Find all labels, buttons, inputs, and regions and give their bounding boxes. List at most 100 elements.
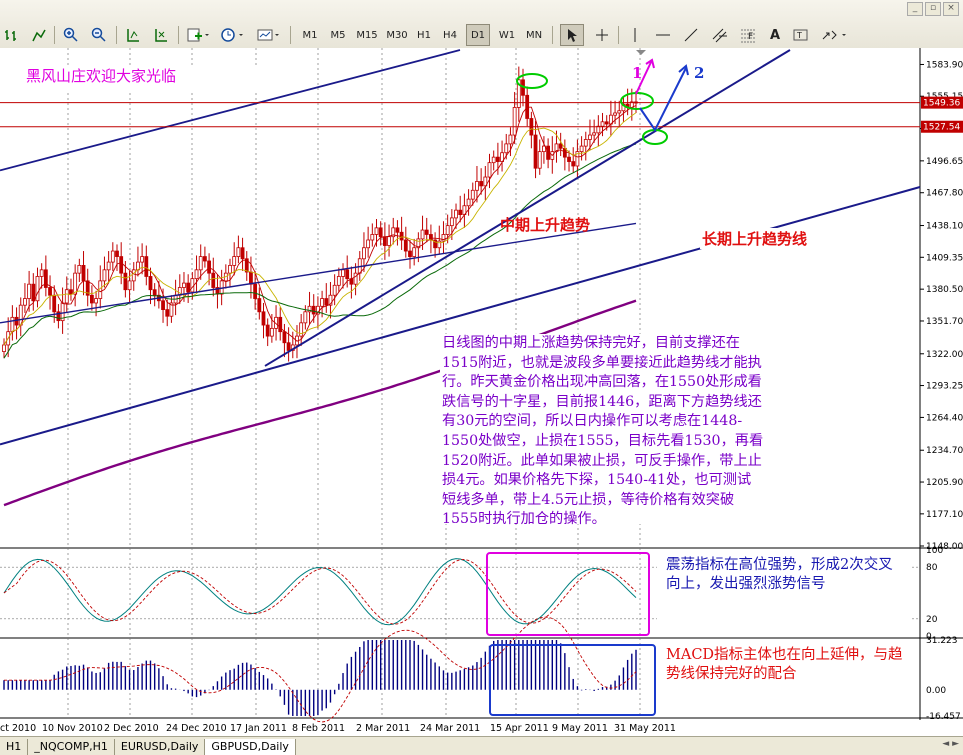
crosshair-icon[interactable] (590, 24, 614, 46)
timeframe-w1[interactable]: W1 (498, 29, 516, 41)
autoscroll-icon[interactable] (150, 24, 172, 46)
timeframe-h4[interactable]: H4 (443, 29, 457, 41)
y-tick-label: 1409.35 (926, 253, 963, 263)
chart-shift-icon[interactable] (122, 24, 144, 46)
price-level-tag (921, 120, 963, 133)
zoom-in-icon[interactable] (60, 24, 82, 46)
periodicity-icon[interactable] (218, 24, 248, 46)
candle-body (94, 298, 98, 304)
price-level-tag (921, 96, 963, 109)
peak-highlight (516, 73, 548, 89)
candle-body (69, 289, 73, 295)
templates-icon[interactable] (254, 24, 284, 46)
candle-body (345, 269, 350, 280)
candle-body (43, 269, 48, 288)
candle-body (403, 239, 408, 252)
candle-body (604, 121, 609, 125)
candle-body (198, 256, 203, 271)
x-tick-label: 17 Jan 2011 (230, 723, 287, 734)
shift-marker-icon (636, 50, 646, 55)
timeframe-h1[interactable]: H1 (417, 29, 431, 41)
tab-h1[interactable]: H1 (0, 738, 29, 755)
x-tick-label: 2 Dec 2010 (104, 723, 159, 734)
candle-body (89, 294, 94, 304)
candle-body (106, 261, 111, 271)
toolbar-separator (178, 26, 179, 44)
candle-body (261, 311, 266, 326)
text-label-icon[interactable]: T (790, 24, 812, 46)
tab-nqcomp[interactable]: _NQCOMP,H1 (28, 738, 115, 755)
tab-scroll-arrows[interactable]: ◄ ► (942, 739, 959, 749)
toolbar-separator (116, 26, 117, 44)
line-chart-icon[interactable] (28, 24, 50, 46)
candle-body (257, 298, 262, 313)
candle-body (370, 234, 375, 241)
candle-body (115, 250, 119, 257)
candle-body (575, 151, 580, 167)
cursor-icon[interactable] (560, 24, 584, 46)
candle-body (228, 265, 232, 274)
timeframe-d1[interactable]: D1 (466, 24, 490, 46)
timeframe-mn[interactable]: MN (525, 29, 543, 41)
arrows-icon[interactable] (818, 24, 852, 46)
fibonacci-icon[interactable]: F (736, 24, 760, 46)
toolbar-separator (552, 26, 553, 44)
candle-body (307, 305, 312, 313)
chart-tabs: H1 _NQCOMP,H1 EURUSD,Daily GBPUSD,Daily … (0, 736, 963, 755)
candle-body (161, 300, 165, 310)
candle-body (382, 236, 387, 246)
candle-body (23, 298, 27, 306)
candle-body (408, 250, 412, 257)
y-tick-label: 1205.90 (926, 478, 963, 488)
trendline-icon[interactable] (680, 24, 702, 46)
timeframe-m1[interactable]: M1 (302, 29, 318, 41)
candle-body (194, 269, 199, 280)
bar-chart-icon[interactable] (2, 24, 22, 46)
candle-body (336, 276, 341, 286)
minimize-icon[interactable]: _ (907, 2, 923, 16)
long-trend-line-2 (0, 222, 637, 324)
macd-tick-label: 31.223 (926, 636, 958, 646)
timeframe-m30[interactable]: M30 (386, 29, 408, 41)
tab-gbpusd[interactable]: GBPUSD,Daily (205, 738, 296, 755)
candle-body (311, 305, 316, 315)
arrow-1-label: 1 (632, 64, 642, 82)
text-tool-icon[interactable]: A (769, 27, 781, 43)
x-tick-label: 24 Mar 2011 (420, 723, 480, 734)
timeframe-m15[interactable]: M15 (356, 29, 378, 41)
candle-body (592, 132, 597, 136)
y-tick-label: 1583.90 (926, 60, 963, 70)
restore-icon[interactable]: ▫ (925, 2, 941, 16)
candle-body (542, 145, 546, 153)
candle-body (458, 209, 463, 215)
candle-body (320, 298, 324, 307)
arrow-2-label: 2 (694, 64, 704, 82)
candle-body (278, 316, 283, 333)
vertical-line-icon[interactable] (624, 24, 646, 46)
y-tick-label: 1148.00 (926, 542, 963, 552)
candle-body (48, 287, 52, 296)
channel-icon[interactable] (708, 24, 732, 46)
candle-body (39, 269, 44, 277)
svg-text:F: F (748, 32, 753, 42)
y-tick-label: 1234.70 (926, 446, 963, 456)
candle-body (504, 143, 509, 154)
candle-body (207, 260, 211, 274)
y-tick-label: 1496.65 (926, 157, 963, 167)
candle-body (588, 134, 592, 140)
tab-eurusd[interactable]: EURUSD,Daily (115, 738, 206, 755)
candle-body (73, 272, 78, 295)
horizontal-line-icon[interactable] (652, 24, 674, 46)
macd-panel (3, 616, 637, 723)
candle-body (102, 269, 107, 282)
timeframe-m5[interactable]: M5 (330, 29, 346, 41)
candle-body (395, 227, 400, 233)
zoom-out-icon[interactable] (88, 24, 110, 46)
close-icon[interactable]: × (943, 2, 959, 16)
candle-body (203, 256, 207, 262)
x-tick-label: 31 May 2011 (614, 723, 676, 734)
indicators-icon[interactable] (184, 24, 212, 46)
candle-body (140, 256, 145, 263)
candle-body (249, 271, 253, 285)
arrow-2-head (678, 64, 689, 76)
